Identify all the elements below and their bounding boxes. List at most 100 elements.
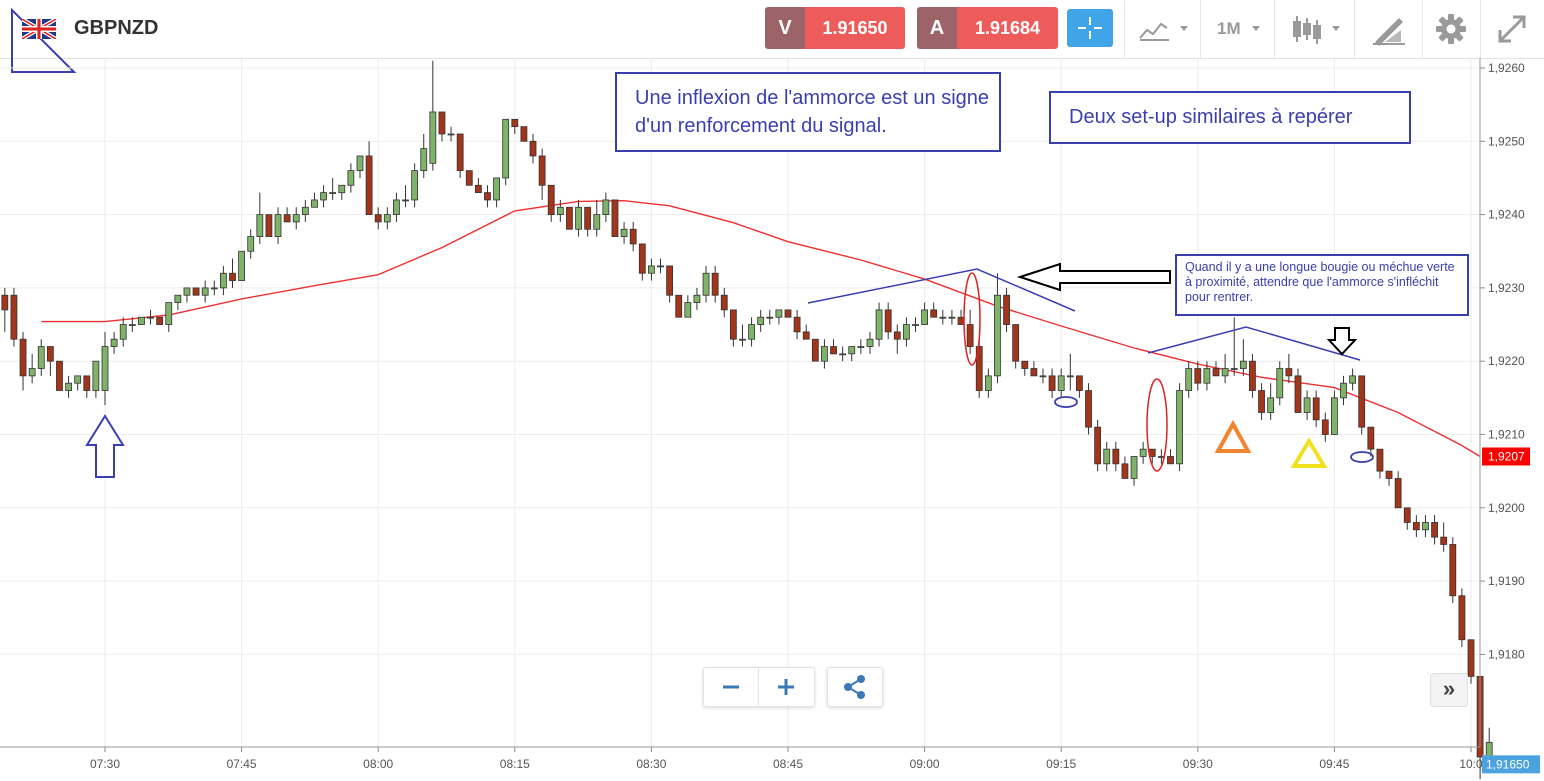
candle bbox=[1331, 390, 1338, 435]
candle bbox=[347, 163, 355, 193]
candle bbox=[1030, 361, 1038, 377]
candle bbox=[866, 331, 874, 354]
candle bbox=[1285, 353, 1293, 384]
candle bbox=[1167, 449, 1174, 465]
candle-body bbox=[1112, 448, 1120, 465]
candle bbox=[602, 192, 610, 222]
candle-body bbox=[283, 214, 291, 223]
annotation-inflexion: Une inflexion de l'ammorce est un signe … bbox=[615, 72, 1001, 152]
share-button[interactable] bbox=[827, 667, 883, 707]
candle bbox=[930, 302, 938, 318]
y-tick-label: 1,9240 bbox=[1488, 208, 1525, 222]
candle bbox=[538, 148, 546, 200]
candle bbox=[1039, 368, 1047, 384]
candle bbox=[1276, 361, 1284, 406]
candle-body bbox=[584, 206, 592, 230]
sell-price: 1.91650 bbox=[805, 7, 905, 49]
sell-quote-button[interactable]: V 1.91650 bbox=[765, 7, 905, 49]
fullscreen-button[interactable] bbox=[1480, 0, 1544, 58]
buy-quote-button[interactable]: A 1.91684 bbox=[917, 7, 1058, 49]
x-tick-label: 09:45 bbox=[1319, 757, 1349, 771]
candle bbox=[1057, 368, 1065, 398]
chart-axes: 1,9260 1,9250 1,9240 1,9230 1,9220 1,9210 1,92… bbox=[0, 58, 1540, 774]
zoom-out-button[interactable] bbox=[704, 668, 759, 706]
candle-body bbox=[1458, 595, 1466, 641]
candle bbox=[393, 192, 400, 222]
candle-body bbox=[46, 346, 54, 362]
candle-body bbox=[1203, 368, 1211, 384]
candle bbox=[893, 324, 901, 354]
y-tick-label: 1,9220 bbox=[1488, 354, 1525, 368]
candle-body bbox=[1085, 390, 1092, 428]
candle-body bbox=[174, 294, 182, 303]
candle bbox=[474, 177, 482, 194]
draw-tools-button[interactable] bbox=[1354, 0, 1423, 58]
candle bbox=[329, 177, 337, 200]
candle bbox=[320, 185, 327, 208]
timeframe-label: 1M bbox=[1217, 19, 1241, 38]
candle bbox=[1385, 470, 1393, 486]
candle-body bbox=[219, 272, 227, 289]
candle bbox=[1012, 324, 1020, 369]
sell-label: V bbox=[765, 7, 805, 49]
candle bbox=[511, 118, 519, 134]
candle bbox=[1403, 507, 1411, 530]
candle-body bbox=[493, 177, 500, 201]
candle-body bbox=[939, 316, 947, 319]
candle bbox=[383, 207, 391, 230]
crosshair-icon bbox=[1078, 17, 1102, 39]
candle bbox=[1440, 522, 1448, 552]
zoom-in-button[interactable] bbox=[759, 668, 814, 706]
chart-type-button[interactable] bbox=[1124, 0, 1201, 58]
candle-body bbox=[420, 148, 428, 172]
candle bbox=[1230, 317, 1238, 376]
candle bbox=[984, 368, 992, 398]
candle-body bbox=[1066, 375, 1074, 378]
chart-toolbar: GBPNZD V 1.91650 A 1.91684 1M bbox=[0, 0, 1544, 73]
candle bbox=[1085, 383, 1092, 435]
crosshair-button[interactable] bbox=[1067, 9, 1113, 47]
share-icon bbox=[844, 675, 865, 699]
candle bbox=[1076, 375, 1083, 398]
candle-body bbox=[192, 287, 200, 296]
candle-body bbox=[1358, 375, 1366, 428]
candle-body bbox=[957, 316, 965, 325]
candle bbox=[939, 309, 947, 325]
settings-button[interactable] bbox=[1422, 0, 1481, 58]
x-tick-label: 07:45 bbox=[227, 757, 257, 771]
candle-body bbox=[575, 206, 582, 230]
timeframe-button[interactable] bbox=[1200, 0, 1275, 58]
candle bbox=[165, 302, 173, 332]
candle bbox=[620, 221, 628, 244]
candle-body bbox=[347, 170, 355, 186]
candle-body bbox=[511, 118, 519, 128]
candle-body bbox=[1103, 448, 1111, 465]
candle bbox=[648, 258, 655, 281]
x-tick-label: 09:15 bbox=[1046, 757, 1076, 771]
candle-body bbox=[1294, 375, 1302, 413]
candle-body bbox=[748, 324, 755, 340]
candle-body bbox=[1303, 397, 1311, 413]
candle bbox=[784, 309, 792, 318]
candle bbox=[1094, 419, 1102, 472]
candle bbox=[966, 309, 974, 354]
candle-body bbox=[994, 294, 1001, 377]
candle-body bbox=[811, 338, 819, 362]
candle-body bbox=[474, 184, 482, 194]
candle bbox=[274, 207, 282, 244]
candle bbox=[1121, 456, 1129, 479]
candle-style-button[interactable] bbox=[1274, 0, 1355, 58]
candle bbox=[584, 206, 592, 237]
candle bbox=[1312, 390, 1320, 428]
last-price-label: 1,9207 bbox=[1488, 449, 1525, 463]
candle bbox=[365, 141, 373, 215]
candle-body bbox=[92, 360, 100, 391]
candle bbox=[611, 199, 619, 237]
scroll-to-end-button[interactable]: » bbox=[1430, 673, 1468, 707]
setup-trendline-2 bbox=[1147, 326, 1361, 361]
candle bbox=[1239, 339, 1247, 376]
candle-body bbox=[1485, 741, 1493, 758]
candle bbox=[265, 214, 273, 237]
candle bbox=[1431, 515, 1438, 545]
candle bbox=[547, 184, 555, 222]
